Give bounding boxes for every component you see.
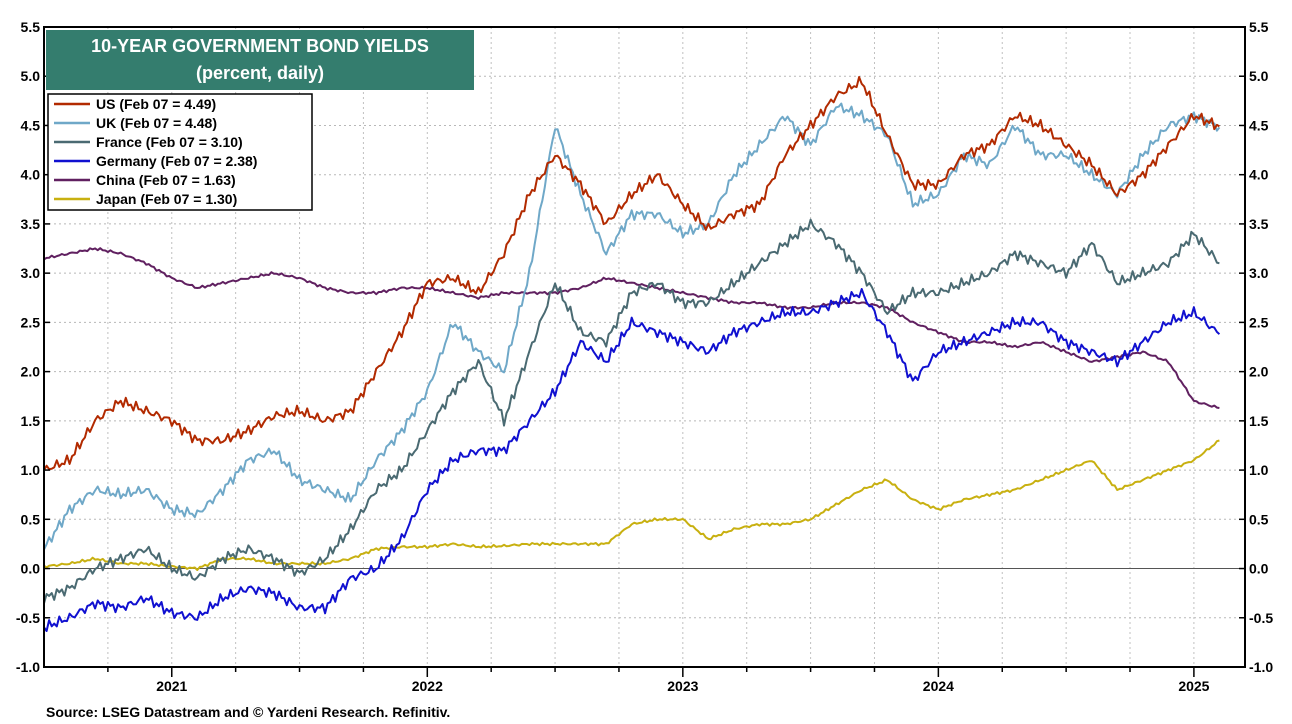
x-tick-label: 2023 [667, 678, 698, 694]
y-tick-label-right: 4.5 [1249, 117, 1269, 133]
series-lines [43, 76, 1221, 632]
legend-label-uk: UK (Feb 07 = 4.48) [96, 115, 217, 131]
y-tick-label-right: 0.5 [1249, 511, 1269, 527]
x-tick-label: 2024 [923, 678, 954, 694]
y-tick-label-right: -0.5 [1249, 610, 1273, 626]
y-tick-label-right: 3.0 [1249, 265, 1269, 281]
title-box-background [46, 30, 474, 90]
series-line-us [43, 76, 1220, 471]
y-tick-label-right: 5.0 [1249, 68, 1269, 84]
legend-label-us: US (Feb 07 = 4.49) [96, 96, 216, 112]
y-tick-label-left: 5.0 [21, 68, 41, 84]
x-axis: 2021 2022 2023 2024 2025 [107, 667, 1210, 694]
y-tick-label-right: 2.5 [1249, 314, 1269, 330]
y-tick-label-right: -1.0 [1249, 659, 1273, 675]
series-line-germany [43, 288, 1221, 632]
y-tick-label-left: 1.5 [21, 413, 41, 429]
y-tick-label-left: 3.5 [21, 216, 41, 232]
y-tick-label-right: 1.0 [1249, 462, 1269, 478]
x-tick-label: 2025 [1178, 678, 1209, 694]
chart-subtitle: (percent, daily) [196, 63, 324, 83]
y-tick-label-left: 3.0 [21, 265, 41, 281]
y-tick-label-left: 1.0 [21, 462, 41, 478]
chart-title: 10-YEAR GOVERNMENT BOND YIELDS [91, 36, 429, 56]
source-note: Source: LSEG Datastream and © Yardeni Re… [46, 704, 450, 720]
series-line-uk [43, 102, 1221, 550]
x-tick-label: 2021 [156, 678, 187, 694]
y-tick-label-right: 3.5 [1249, 216, 1269, 232]
y-axis-right: 5.5 5.0 4.5 4.0 3.5 3.0 2.5 2.0 1.5 1.0 0.5 0.0 -0.5… [1239, 19, 1273, 675]
y-tick-label-left: -1.0 [16, 659, 40, 675]
legend-label-france: France (Feb 07 = 3.10) [96, 134, 243, 150]
y-tick-label-left: 0.5 [21, 511, 41, 527]
y-tick-label-left: 0.0 [21, 561, 41, 577]
legend-label-germany: Germany (Feb 07 = 2.38) [96, 153, 257, 169]
y-tick-label-left: 2.0 [21, 364, 41, 380]
y-tick-label-right: 0.0 [1249, 561, 1269, 577]
y-tick-label-right: 5.5 [1249, 19, 1269, 35]
y-tick-label-left: 2.5 [21, 314, 41, 330]
series-line-japan [43, 439, 1220, 571]
y-tick-label-left: 4.5 [21, 117, 41, 133]
legend: US (Feb 07 = 4.49) UK (Feb 07 = 4.48) Fran… [47, 93, 313, 211]
y-tick-label-left: 5.5 [21, 19, 41, 35]
x-tick-label: 2022 [412, 678, 443, 694]
chart-title-box: 10-YEAR GOVERNMENT BOND YIELDS (percent,… [46, 30, 474, 90]
series-line-china [43, 247, 1220, 409]
legend-box [47, 93, 313, 211]
legend-label-japan: Japan (Feb 07 = 1.30) [96, 191, 237, 207]
y-tick-label-right: 4.0 [1249, 167, 1269, 183]
series-line-france [43, 218, 1220, 604]
y-tick-label-right: 2.0 [1249, 364, 1269, 380]
y-tick-label-left: 4.0 [21, 167, 41, 183]
y-axis-left: 5.5 5.0 4.5 4.0 3.5 3.0 2.5 2.0 1.5 1.0 0.5 0.0 -0.5… [16, 19, 50, 675]
legend-label-china: China (Feb 07 = 1.63) [96, 172, 236, 188]
plot-frame [43, 26, 1246, 668]
y-tick-label-right: 1.5 [1249, 413, 1269, 429]
y-tick-label-left: -0.5 [16, 610, 40, 626]
